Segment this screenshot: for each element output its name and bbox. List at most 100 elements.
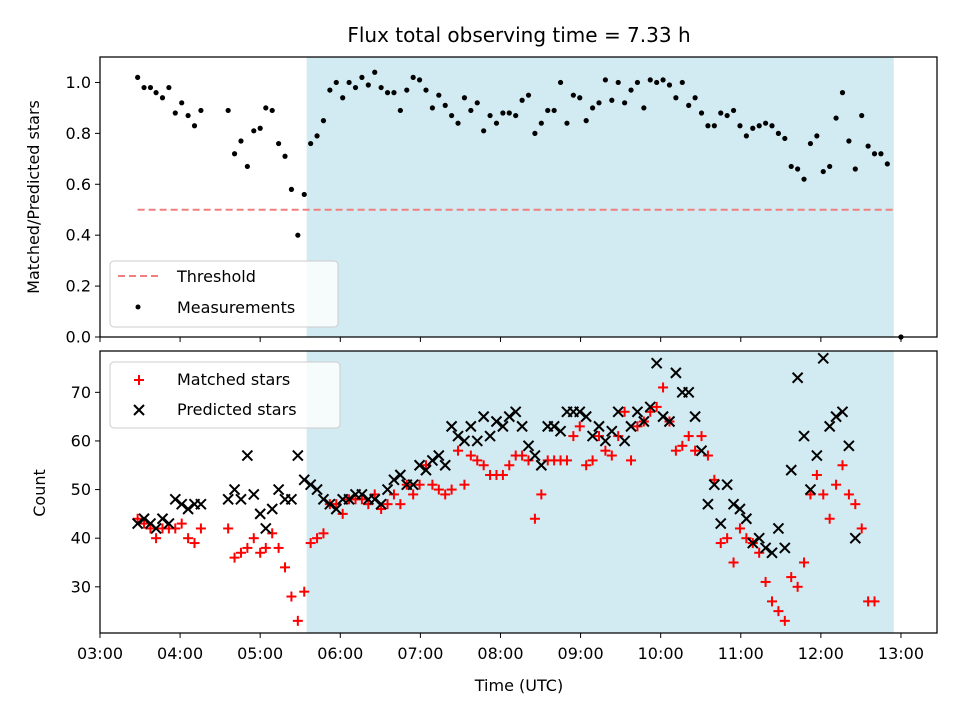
measurement-point	[878, 151, 884, 157]
legend-measurements-label: Measurements	[177, 298, 295, 317]
predicted-star-point	[343, 493, 355, 506]
matched-star-point	[376, 504, 387, 515]
measurement-point	[436, 92, 442, 98]
measurement-point	[596, 100, 602, 106]
matched-star-point	[773, 606, 784, 617]
measurement-point	[807, 140, 814, 147]
y-tick-label: 0.0	[66, 328, 91, 347]
predicted-star-point	[817, 352, 829, 365]
measurement-point	[660, 77, 666, 83]
measurement-point	[269, 107, 275, 114]
predicted-star-point	[734, 503, 746, 515]
matched-star-point	[242, 542, 253, 553]
measurement-point	[570, 92, 576, 98]
matched-star-point	[273, 542, 284, 553]
measurement-point	[871, 151, 878, 157]
predicted-star-point	[163, 517, 175, 530]
predicted-star-point	[304, 478, 317, 491]
measurement-point	[852, 166, 858, 172]
predicted-star-point	[644, 401, 656, 413]
matched-star-point	[760, 576, 771, 587]
predicted-star-point	[292, 449, 304, 462]
matched-star-point	[805, 489, 816, 500]
predicted-star-point	[131, 517, 144, 530]
matched-star-point	[183, 533, 194, 544]
y-tick-label: 70	[71, 383, 91, 402]
measurement-point	[147, 84, 154, 91]
top-legend: Threshold Measurements	[109, 260, 339, 328]
legend-predicted-swatch	[133, 404, 145, 416]
measurement-point	[191, 123, 198, 129]
measurement-point	[705, 123, 711, 129]
measurement-point	[846, 138, 852, 144]
measurement-point	[615, 79, 621, 86]
measurement-point	[628, 87, 634, 93]
measurement-point	[244, 163, 250, 170]
matched-star-point	[337, 508, 348, 519]
predicted-star-point	[785, 464, 797, 476]
bottom-panel-frame	[99, 350, 938, 634]
matched-star-point	[690, 445, 701, 456]
predicted-star-point	[727, 498, 740, 510]
measurement-point	[179, 100, 185, 106]
matched-star-point	[440, 489, 451, 500]
matched-star-point	[517, 450, 528, 461]
matched-star-point	[799, 557, 810, 568]
matched-star-point	[414, 479, 425, 490]
measurement-point	[673, 95, 679, 101]
x-tick-label: 03:00	[77, 644, 123, 663]
predicted-star-point	[522, 440, 535, 452]
predicted-star-point	[631, 406, 644, 418]
predicted-star-point	[779, 542, 791, 554]
y-tick-label: 0.6	[66, 175, 91, 194]
predicted-star-point	[580, 410, 592, 423]
y-tick-label: 50	[71, 480, 91, 499]
matched-star-point	[472, 455, 483, 466]
matched-star-point	[606, 450, 617, 461]
measurement-point	[686, 102, 692, 108]
matched-star-point	[574, 421, 585, 432]
measurement-point	[583, 118, 589, 124]
matched-star-point	[195, 523, 206, 534]
predicted-star-point	[849, 532, 862, 544]
legend-matched-swatch	[134, 375, 144, 385]
predicted-star-point	[586, 430, 599, 442]
measurement-point	[461, 95, 468, 101]
measurement-point	[564, 120, 570, 126]
predicted-star-point	[420, 464, 432, 476]
predicted-star-point	[509, 406, 522, 418]
measurement-point	[513, 112, 519, 119]
predicted-star-point	[830, 410, 842, 423]
measurement-point	[455, 120, 461, 126]
matched-star-point	[702, 450, 713, 461]
matched-star-point	[869, 596, 880, 607]
measurement-point	[238, 138, 244, 144]
predicted-star-point	[228, 483, 241, 496]
matched-star-point	[645, 406, 656, 417]
matched-star-point	[299, 586, 310, 597]
predicted-star-point	[548, 420, 560, 433]
matched-star-point	[728, 557, 739, 568]
matched-star-point	[722, 533, 733, 544]
top-y-axis-label: Matched/Predicted stars	[24, 100, 43, 294]
matched-star-point	[568, 431, 579, 442]
predicted-star-point	[458, 435, 471, 447]
measurement-point	[762, 120, 769, 126]
measurement-point	[711, 123, 717, 129]
predicted-star-point	[663, 415, 676, 428]
top-panel-frame	[99, 56, 938, 338]
measurement-point	[654, 79, 660, 86]
matched-star-point	[305, 538, 316, 549]
matched-star-point	[504, 460, 515, 471]
predicted-star-point	[317, 493, 330, 506]
predicted-star-point	[150, 522, 162, 535]
matched-star-point	[331, 499, 342, 510]
y-tick-label: 60	[71, 431, 91, 450]
matched-star-point	[792, 581, 803, 592]
measurement-point	[251, 128, 257, 134]
y-tick-label: 0.8	[66, 124, 91, 143]
measurement-point	[884, 161, 890, 167]
predicted-star-point	[175, 498, 188, 510]
legend-matched-label: Matched stars	[177, 370, 290, 389]
